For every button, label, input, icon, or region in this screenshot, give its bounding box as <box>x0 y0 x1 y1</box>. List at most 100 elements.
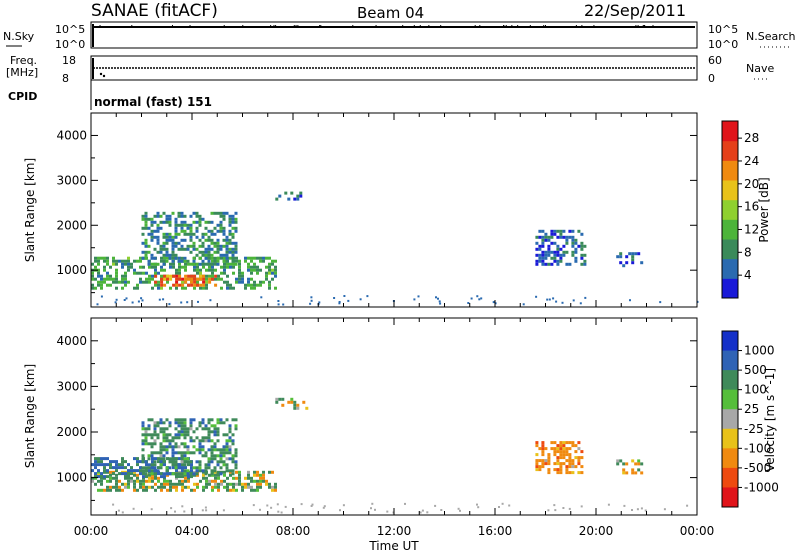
velocity-cell <box>663 508 666 511</box>
velocity-cell <box>183 424 187 428</box>
velocity-cell <box>148 476 151 480</box>
power-cell <box>94 277 97 281</box>
power-cell <box>216 262 220 266</box>
velocity-cell <box>253 479 256 483</box>
velocity-cell <box>115 469 118 473</box>
power-cell <box>205 280 208 284</box>
velocity-cell <box>229 488 232 492</box>
power-cell <box>522 303 525 306</box>
velocity-cell <box>501 502 504 505</box>
power-cell <box>154 280 158 284</box>
velocity-cell <box>103 469 106 473</box>
power-cell <box>166 256 169 260</box>
velocity-cell <box>115 479 118 483</box>
velocity-cell <box>192 472 196 476</box>
velocity-cell <box>550 447 554 451</box>
velocity-cell <box>216 463 220 467</box>
velocity-cell <box>559 468 563 472</box>
velocity-cell <box>106 457 109 461</box>
velocity-cell <box>97 469 100 473</box>
velocity-cell <box>284 505 287 508</box>
power-cell <box>259 283 262 287</box>
velocity-cell <box>204 439 208 443</box>
velocity-data-cells <box>91 397 689 514</box>
colorbar-band <box>722 140 738 161</box>
power-cell <box>106 277 109 281</box>
power-cell <box>198 250 202 254</box>
power-cell <box>151 265 154 269</box>
power-cell <box>550 241 554 245</box>
velocity-cell <box>280 511 283 514</box>
velocity-cell <box>192 418 196 422</box>
power-cell <box>141 250 145 254</box>
velocity-cell <box>565 465 569 469</box>
power-cell <box>225 235 229 239</box>
velocity-cell <box>121 460 124 464</box>
power-cell <box>180 301 183 304</box>
power-cell <box>112 259 115 263</box>
power-cell <box>208 268 211 272</box>
power-cell <box>144 238 148 242</box>
velocity-cell <box>216 421 220 425</box>
power-y-tick-label: 4000 <box>56 128 87 142</box>
velocity-cell <box>204 463 208 467</box>
velocity-cell <box>256 485 259 489</box>
power-cell <box>476 295 479 298</box>
power-cell <box>156 214 160 218</box>
power-cell <box>568 262 572 266</box>
power-cell <box>127 256 130 260</box>
velocity-y-label: Slant Range [km] <box>23 364 37 468</box>
velocity-cell <box>159 421 163 425</box>
velocity-cell <box>577 456 581 460</box>
power-cell <box>222 259 226 263</box>
power-cell <box>550 250 554 254</box>
velocity-cell <box>553 462 557 466</box>
power-cell <box>220 256 223 260</box>
velocity-cell <box>274 488 277 492</box>
velocity-y-tick-label: 2000 <box>56 425 87 439</box>
velocity-cell <box>181 469 184 473</box>
power-cell <box>178 265 181 269</box>
velocity-cell <box>562 462 566 466</box>
velocity-cell <box>256 479 259 483</box>
velocity-cell <box>153 466 157 470</box>
power-cell <box>159 247 163 251</box>
velocity-cell <box>547 459 551 463</box>
velocity-cell <box>544 459 548 463</box>
velocity-cell <box>183 430 187 434</box>
power-cell <box>229 265 232 269</box>
velocity-cell <box>553 453 557 457</box>
power-cell <box>556 244 560 248</box>
velocity-cell <box>162 427 166 431</box>
power-cell <box>171 238 175 242</box>
velocity-cell <box>223 473 226 477</box>
velocity-cell <box>231 439 235 443</box>
velocity-cell <box>198 442 202 446</box>
velocity-cell <box>300 503 303 506</box>
power-cell <box>118 280 121 284</box>
power-cell <box>172 256 175 260</box>
power-cell <box>109 265 112 269</box>
power-cell <box>213 244 217 248</box>
velocity-cell <box>156 451 160 455</box>
velocity-cell <box>574 456 578 460</box>
power-cell <box>207 244 211 248</box>
power-cell <box>559 232 563 236</box>
power-cell <box>145 280 148 284</box>
power-cell <box>147 244 151 248</box>
power-cell <box>262 280 265 284</box>
power-cbar-tick-label: 16 <box>744 200 759 214</box>
power-x-ticks <box>90 113 698 307</box>
velocity-cell <box>157 472 160 476</box>
power-cell <box>187 274 191 278</box>
power-cell <box>183 220 187 224</box>
power-cell <box>160 280 164 284</box>
velocity-cell <box>130 476 133 480</box>
nsky-trace <box>92 24 695 47</box>
velocity-cell <box>210 448 214 452</box>
velocity-cell <box>580 456 584 460</box>
colorbar-band <box>722 121 738 142</box>
velocity-cell <box>434 504 437 507</box>
velocity-cell <box>541 447 545 451</box>
velocity-cell <box>142 488 145 492</box>
